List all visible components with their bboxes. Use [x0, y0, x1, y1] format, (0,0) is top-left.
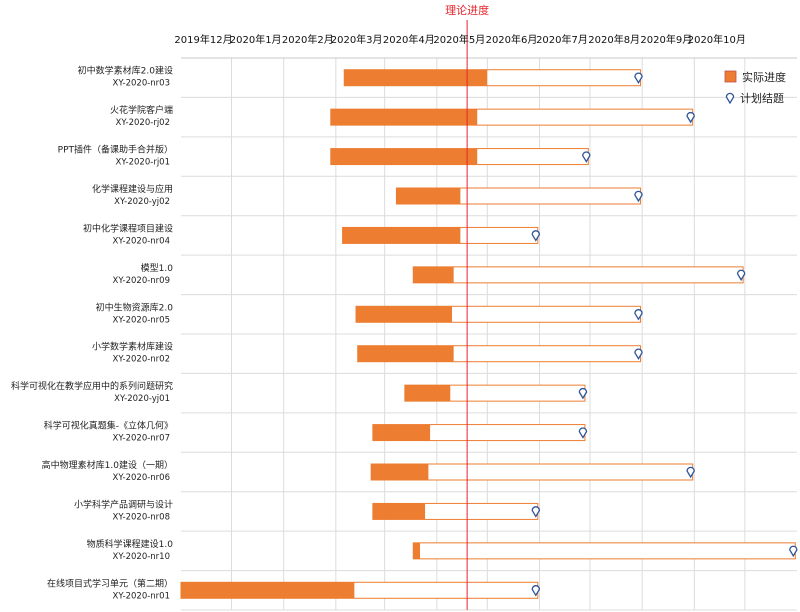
plan-end-pin-icon: [686, 111, 695, 124]
actual-bar: [404, 385, 451, 402]
legend-pin-icon: [725, 92, 735, 105]
actual-bar: [357, 345, 454, 362]
task-code: XY-2020-nr09: [113, 276, 170, 286]
actual-bar: [344, 69, 488, 86]
plan-end-pin-icon: [578, 427, 588, 439]
task-code: XY-2020-nr10: [113, 552, 170, 562]
x-tick-label: 2020年1月: [230, 33, 282, 46]
legend-actual-swatch: [724, 70, 737, 83]
task-code: XY-2020-nr08: [113, 512, 170, 522]
task-code: XY-2020-yj01: [114, 394, 170, 404]
plan-end-pin-icon: [686, 466, 695, 479]
plan-bar: [412, 542, 796, 560]
task-code: XY-2020-nr03: [113, 79, 170, 89]
actual-bar: [330, 109, 478, 126]
x-tick-label: 2020年6月: [486, 33, 538, 46]
x-tick-label: 2020年10月: [688, 33, 746, 46]
task-name: 科学可视化真题集-《立体几何》: [44, 420, 173, 432]
x-tick-label: 2020年7月: [536, 33, 588, 46]
task-code: XY-2020-yj02: [114, 197, 170, 207]
legend-actual-label: 实际进度: [742, 70, 786, 84]
task-name: 小学科学产品调研与设计: [74, 498, 173, 510]
task-code: XY-2020-rj01: [116, 158, 170, 168]
task-name: 小学数学素材库建设: [92, 341, 173, 353]
task-code: XY-2020-nr01: [113, 591, 170, 601]
plan-bar: [412, 266, 744, 284]
plan-end-pin-icon: [634, 72, 643, 84]
x-tick-label: 2020年2月: [282, 33, 334, 46]
task-name: 物质科学课程建设1.0: [87, 538, 174, 550]
actual-bar: [342, 227, 461, 244]
reference-line-label: 理论进度: [445, 3, 489, 17]
task-code: XY-2020-nr02: [113, 355, 170, 365]
actual-bar: [371, 464, 429, 480]
task-name: 在线项目式学习单元（第二期）: [47, 577, 173, 589]
actual-bar: [413, 266, 454, 283]
x-tick-label: 2020年3月: [331, 33, 383, 46]
task-code: XY-2020-nr04: [113, 236, 170, 246]
task-labels: 初中数学素材库2.0建设 XY-2020-nr03 火花学院客户端 XY-2020-r…: [11, 65, 173, 602]
legend: 实际进度 计划结题: [724, 70, 786, 105]
task-code: XY-2020-nr06: [113, 473, 170, 483]
x-tick-label: 2020年8月: [588, 33, 640, 46]
legend-plan-label: 计划结题: [740, 92, 784, 105]
task-name: 模型1.0: [141, 263, 174, 274]
plan-end-markers: [531, 72, 798, 597]
plan-end-pin-icon: [736, 269, 746, 282]
actual-bar: [356, 306, 452, 323]
plan-end-pin-icon: [531, 585, 541, 597]
plan-end-pin-icon: [531, 506, 541, 518]
actual-bar: [330, 148, 478, 165]
task-name: 科学可视化在教学应用中的系列问题研究: [11, 380, 173, 392]
actual-bar: [372, 503, 426, 520]
actual-bar: [396, 188, 461, 204]
task-name: 火花学院客户端: [110, 104, 173, 116]
task-name: 初中生物资源库2.0: [96, 301, 174, 313]
plan-end-pin-icon: [578, 387, 588, 400]
task-code: XY-2020-rj02: [116, 118, 170, 128]
plan-end-pin-icon: [582, 151, 591, 163]
task-name: 初中数学素材库2.0建设: [78, 65, 173, 77]
task-name: 化学课程建设与应用: [92, 183, 173, 195]
task-name: 初中化学课程项目建设: [83, 222, 173, 234]
x-tick-label: 2020年4月: [383, 33, 435, 46]
actual-bar: [372, 424, 431, 441]
task-name: 高中物理素材库1.0建设（一期）: [42, 459, 173, 471]
x-tick-label: 2020年5月: [433, 33, 485, 46]
plan-end-pin-icon: [634, 309, 643, 321]
grid-layer: [181, 57, 797, 611]
task-code: XY-2020-nr05: [113, 315, 170, 325]
actual-bars: [181, 69, 488, 599]
plan-end-pin-icon: [531, 230, 541, 242]
plan-end-pin-icon: [634, 190, 643, 203]
actual-bar: [413, 542, 420, 559]
task-code: XY-2020-nr07: [113, 434, 170, 444]
x-tick-label: 2019年12月: [174, 33, 232, 46]
x-tick-label: 2020年9月: [640, 33, 692, 46]
plan-end-pin-icon: [634, 348, 643, 360]
actual-bar: [181, 582, 355, 599]
plan-end-pin-icon: [789, 545, 798, 558]
task-name: PPT插件（备课助手合并版）: [58, 144, 173, 156]
